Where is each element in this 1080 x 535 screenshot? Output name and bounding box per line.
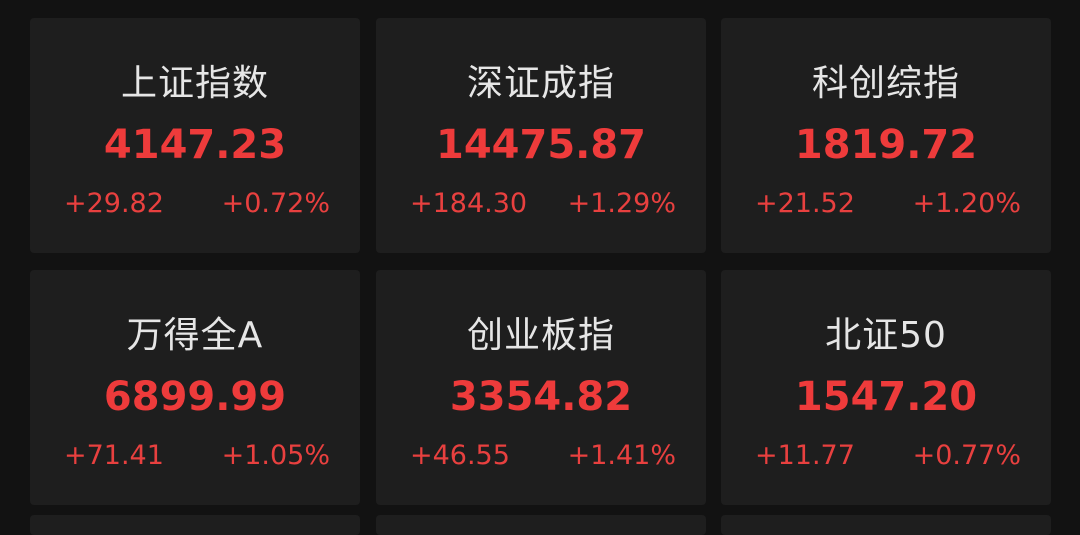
index-name: 科创综指 <box>811 63 960 104</box>
index-change: +46.55 <box>410 440 510 471</box>
index-card-partial[interactable] <box>721 515 1051 535</box>
index-price: 1819.72 <box>794 122 978 168</box>
index-change: +29.82 <box>64 188 164 219</box>
index-card-partial[interactable] <box>30 515 360 535</box>
index-name: 上证指数 <box>120 63 269 104</box>
index-change: +11.77 <box>755 440 855 471</box>
index-price: 14475.87 <box>435 122 647 168</box>
index-name: 深证成指 <box>466 63 615 104</box>
index-card[interactable]: 北证50 1547.20 +11.77 +0.77% <box>721 270 1051 505</box>
index-price: 6899.99 <box>103 374 287 420</box>
index-change: +71.41 <box>64 440 164 471</box>
index-card[interactable]: 万得全A 6899.99 +71.41 +1.05% <box>30 270 360 505</box>
index-price: 4147.23 <box>103 122 287 168</box>
index-price: 1547.20 <box>794 374 978 420</box>
index-card[interactable]: 创业板指 3354.82 +46.55 +1.41% <box>376 270 706 505</box>
index-price: 3354.82 <box>449 374 633 420</box>
index-percent: +1.05% <box>221 440 330 471</box>
index-percent: +0.72% <box>221 188 330 219</box>
index-card[interactable]: 深证成指 14475.87 +184.30 +1.29% <box>376 18 706 253</box>
index-change: +184.30 <box>410 188 528 219</box>
index-percent: +1.29% <box>567 188 676 219</box>
index-card[interactable]: 上证指数 4147.23 +29.82 +0.72% <box>30 18 360 253</box>
index-percent: +0.77% <box>912 440 1021 471</box>
index-card-partial[interactable] <box>376 515 706 535</box>
index-change: +21.52 <box>755 188 855 219</box>
index-name: 创业板指 <box>466 315 615 356</box>
index-name: 万得全A <box>126 315 264 356</box>
index-percent: +1.20% <box>912 188 1021 219</box>
index-percent: +1.41% <box>567 440 676 471</box>
index-name: 北证50 <box>825 315 947 356</box>
index-card[interactable]: 科创综指 1819.72 +21.52 +1.20% <box>721 18 1051 253</box>
